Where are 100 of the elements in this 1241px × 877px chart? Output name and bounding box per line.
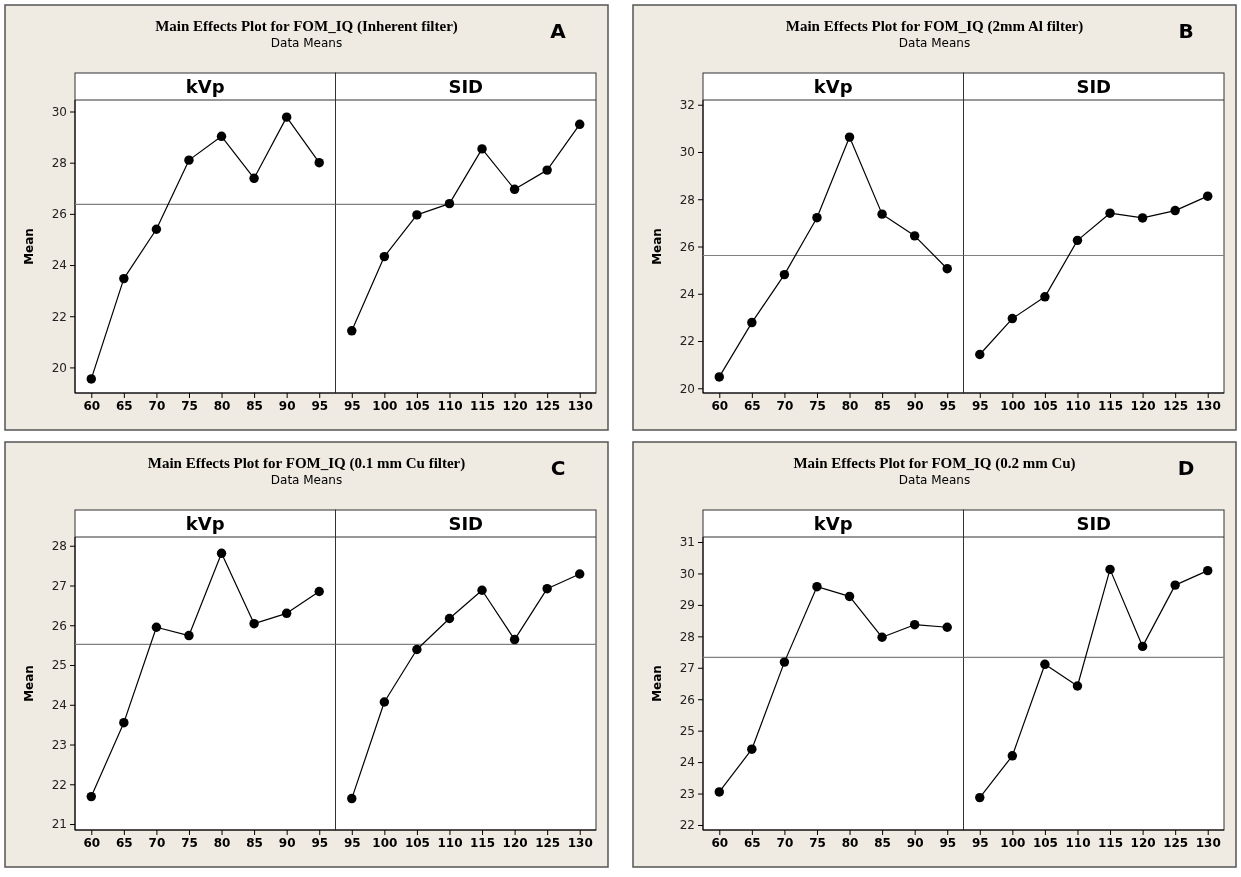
x-tick-label: 100 <box>372 835 398 850</box>
y-tick-label: 30 <box>679 566 695 581</box>
y-tick-label: 21 <box>51 817 67 832</box>
x-tick-label: 115 <box>1098 398 1124 413</box>
y-tick-label: 25 <box>679 724 695 738</box>
x-tick-label: 80 <box>213 835 231 850</box>
point <box>909 231 920 241</box>
y-axis-title: Mean <box>650 228 664 265</box>
x-tick-label: 60 <box>83 398 101 413</box>
point <box>1170 205 1180 216</box>
x-tick-label: 60 <box>83 835 101 850</box>
x-tick-label: 105 <box>404 835 430 850</box>
x-tick-label: 120 <box>1130 835 1156 850</box>
x-tick-label: 75 <box>809 398 826 413</box>
point <box>281 112 292 122</box>
point <box>844 132 855 142</box>
y-tick-label: 24 <box>679 287 695 302</box>
point <box>542 583 552 594</box>
y-axis-title: Mean <box>22 665 36 702</box>
x-tick-label: 110 <box>437 835 463 850</box>
x-tick-label: 130 <box>1195 398 1221 413</box>
x-tick-label: 95 <box>311 398 329 413</box>
x-tick-label: 120 <box>502 398 528 413</box>
y-tick-label: 24 <box>679 755 695 770</box>
x-tick-label: 95 <box>343 835 361 850</box>
y-tick-label: 24 <box>51 698 67 713</box>
y-tick-label: 32 <box>679 98 695 113</box>
chart-title: Main Effects Plot for FOM_IQ (Inherent filter) <box>155 18 458 35</box>
point <box>1105 208 1115 218</box>
text: D <box>1177 456 1195 480</box>
x-tick-label: 115 <box>470 398 496 413</box>
y-tick-label: 27 <box>679 661 695 676</box>
x-tick-label: 70 <box>776 835 794 850</box>
point <box>1072 681 1083 691</box>
y-tick-label: 27 <box>51 578 67 593</box>
point <box>812 212 822 223</box>
x-tick-label: 65 <box>115 398 133 413</box>
point <box>1137 641 1148 652</box>
x-tick-label: 80 <box>841 398 859 413</box>
x-axis-title: kVp <box>813 76 853 97</box>
point <box>1203 191 1213 201</box>
x-tick-label: 95 <box>971 835 989 850</box>
x-tick-label: 130 <box>567 398 593 413</box>
x-tick-label: 125 <box>1163 398 1189 413</box>
x-tick-label: 70 <box>148 835 166 850</box>
point <box>314 157 324 168</box>
x-tick-label: 95 <box>939 835 957 850</box>
point <box>249 173 259 184</box>
x-tick-label: 90 <box>278 398 296 413</box>
point <box>477 144 487 154</box>
x-tick-label: 110 <box>1065 835 1091 850</box>
x-axis-title: kVp <box>185 513 225 534</box>
point <box>714 372 724 382</box>
x-tick-label: 70 <box>776 398 794 413</box>
y-tick-label: 28 <box>51 539 67 554</box>
x-tick-label: 100 <box>1000 835 1026 850</box>
point <box>119 273 129 284</box>
x-tick-label: 115 <box>1098 835 1124 850</box>
point <box>975 349 985 360</box>
x-tick-label: 80 <box>213 398 231 413</box>
x-axis-title: SID <box>448 513 484 534</box>
point <box>1203 565 1213 576</box>
point <box>412 210 422 220</box>
x-tick-label: 60 <box>711 398 729 413</box>
point <box>281 608 292 619</box>
x-tick-label: 125 <box>535 398 561 413</box>
point <box>509 184 520 195</box>
x-tick-label: 70 <box>148 398 166 413</box>
point <box>779 657 790 667</box>
x-tick-label: 90 <box>906 835 924 850</box>
text: B <box>1178 19 1194 43</box>
point <box>942 264 952 274</box>
point <box>509 634 520 645</box>
y-tick-label: 29 <box>679 598 695 613</box>
point <box>1007 751 1018 761</box>
y-tick-label: 26 <box>51 618 67 633</box>
y-tick-label: 31 <box>679 535 695 550</box>
y-tick-label: 24 <box>51 258 67 273</box>
text: A <box>550 19 567 43</box>
y-tick-label: 26 <box>51 207 67 222</box>
x-tick-label: 90 <box>278 835 296 850</box>
point <box>86 791 96 802</box>
chart-subtitle: Data Means <box>898 473 971 487</box>
x-tick-label: 90 <box>906 398 924 413</box>
y-tick-label: 28 <box>679 629 695 644</box>
point <box>347 326 357 336</box>
x-tick-label: 80 <box>841 835 859 850</box>
point <box>714 787 724 797</box>
x-tick-label: 75 <box>181 835 198 850</box>
chart-title: Main Effects Plot for FOM_IQ (0.1 mm Cu filter) <box>147 455 466 472</box>
point <box>216 131 227 142</box>
point <box>747 744 757 754</box>
point <box>909 620 920 630</box>
point <box>812 581 822 592</box>
x-tick-label: 65 <box>115 835 133 850</box>
y-axis-title: Mean <box>650 665 664 702</box>
point <box>412 644 422 655</box>
chart-title: Main Effects Plot for FOM_IQ (0.2 mm Cu) <box>793 455 1076 472</box>
point <box>151 224 162 234</box>
x-tick-label: 60 <box>711 835 729 850</box>
